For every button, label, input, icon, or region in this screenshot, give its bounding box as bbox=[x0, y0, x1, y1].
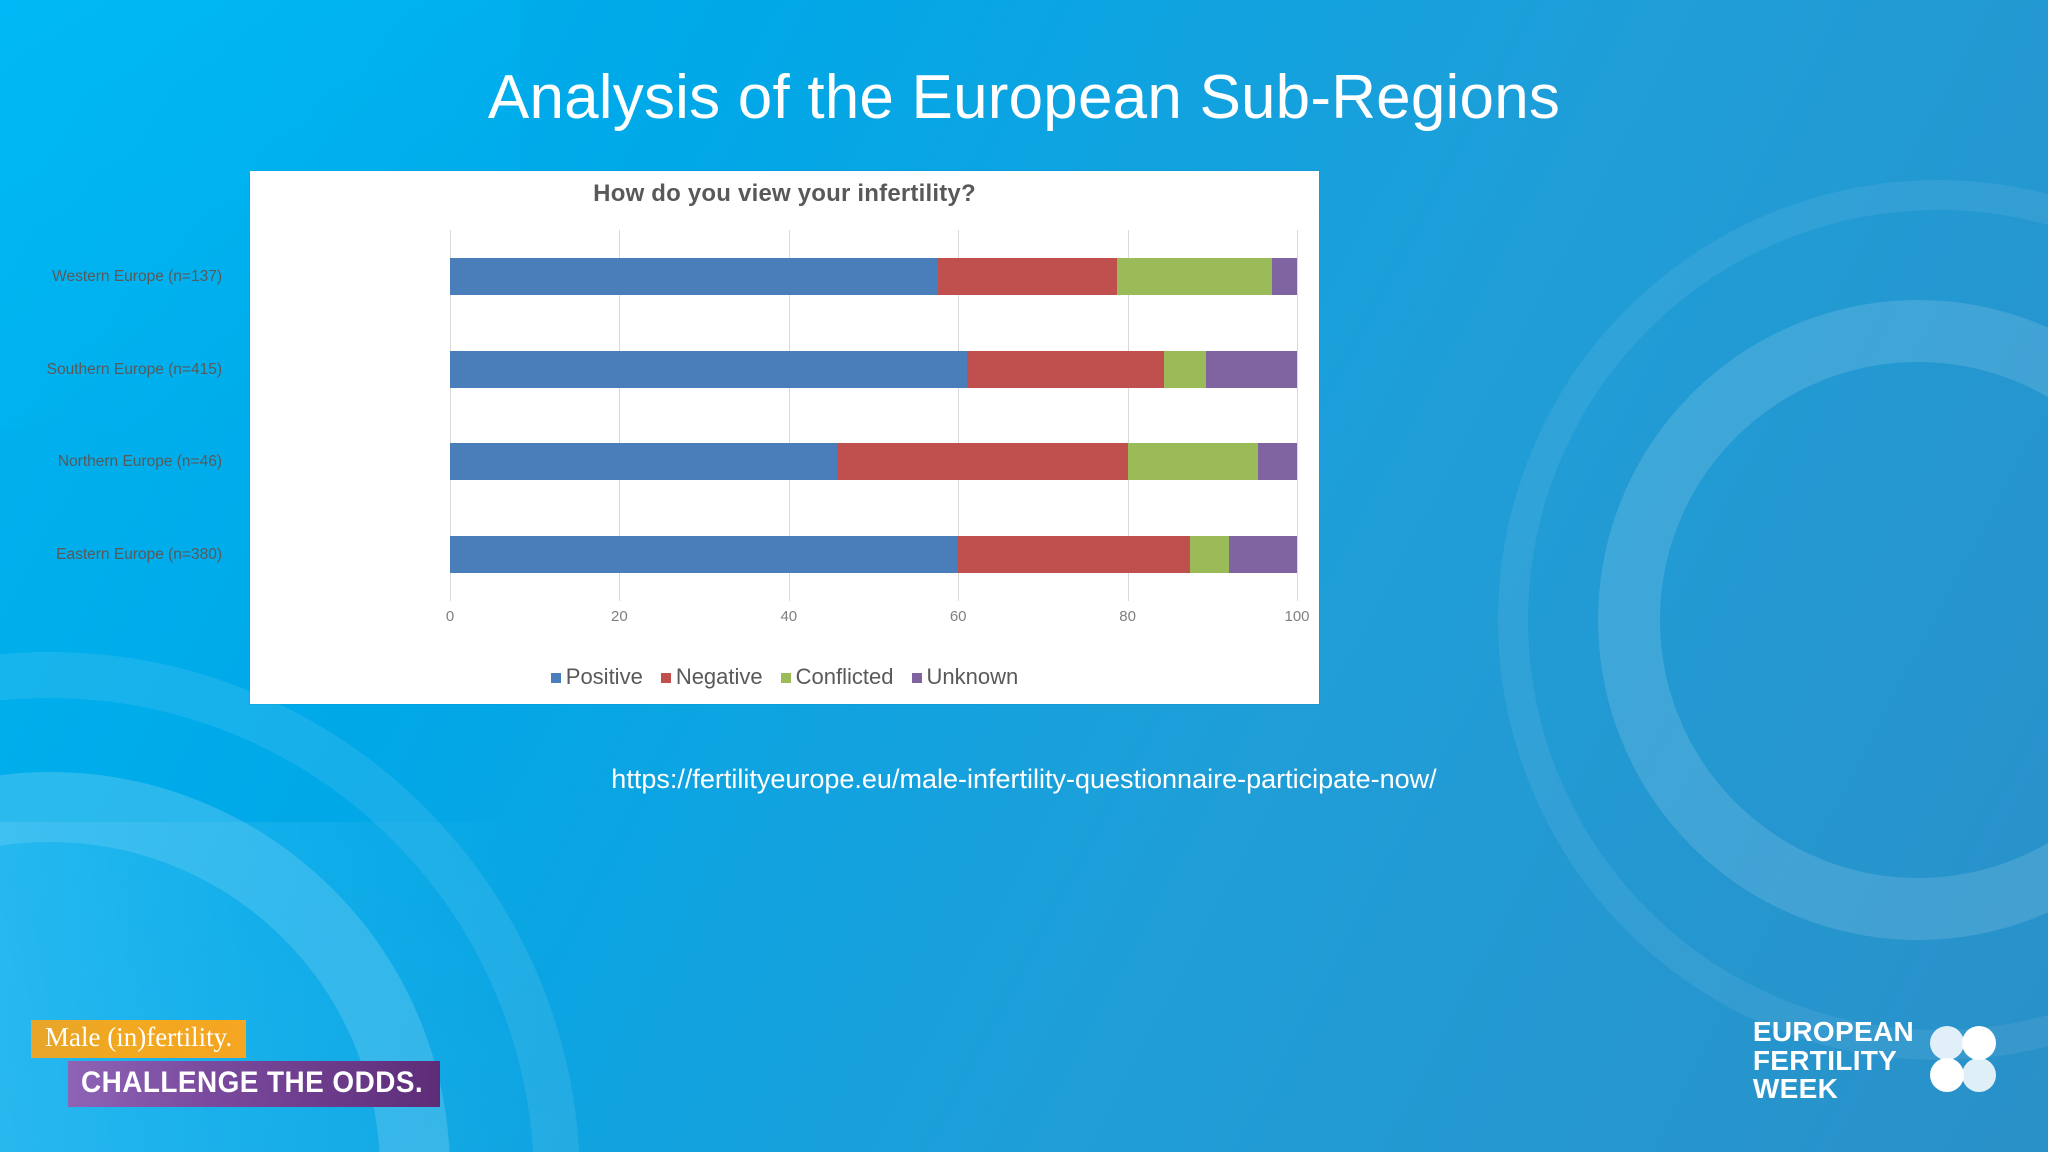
chart-bar-segment-unknown bbox=[1271, 257, 1297, 295]
chart-bar-segment-negative bbox=[966, 350, 1164, 388]
legend-label: Positive bbox=[565, 664, 643, 689]
chart-x-axis-ticks: 0 20 40 60 80 100 bbox=[446, 608, 1310, 632]
chart-bar-segment-conflicted bbox=[1116, 257, 1272, 295]
campaign-logo: Male (in)fertility. CHALLENGE THE ODDS. bbox=[31, 1020, 440, 1116]
chart-container: How do you view your infertility? Wester… bbox=[47, 171, 1319, 704]
chart-stacked-bar bbox=[450, 257, 1297, 295]
source-url-text[interactable]: https://fertilityeurope.eu/male-infertil… bbox=[611, 764, 1437, 794]
chart-bar-row: Eastern Europe (n=380) bbox=[56, 536, 1297, 574]
legend-swatch-icon bbox=[911, 673, 922, 683]
campaign-logo-line2: CHALLENGE THE ODDS. bbox=[68, 1061, 440, 1107]
gridline bbox=[1127, 230, 1129, 601]
chart-stacked-bar bbox=[450, 443, 1297, 481]
chart-x-tick-label: 40 bbox=[780, 608, 798, 625]
chart-bar-segment-unknown bbox=[1229, 536, 1297, 574]
legend-label: Unknown bbox=[926, 664, 1019, 689]
efw-logo-line2: FERTILITY bbox=[1752, 1044, 1898, 1076]
chart-legend-item[interactable]: Positive bbox=[550, 664, 643, 690]
flower-petal-bottom-right bbox=[1962, 1058, 1996, 1092]
chart-legend-item[interactable]: Negative bbox=[660, 664, 763, 690]
chart-bar-segment-conflicted bbox=[1127, 443, 1259, 481]
chart-bar-segment-conflicted bbox=[1190, 536, 1230, 574]
decorative-ring-outer bbox=[1498, 180, 2048, 1060]
flower-petal-top-left bbox=[1930, 1026, 1964, 1060]
chart-stacked-bar bbox=[450, 350, 1297, 388]
european-fertility-week-logo: EUROPEAN FERTILITY WEEK bbox=[1753, 1018, 2002, 1104]
chart-stacked-bar bbox=[450, 536, 1297, 574]
chart-bar-segment-negative bbox=[837, 443, 1128, 481]
decorative-ring-inner bbox=[1598, 300, 2048, 940]
chart-category-label: Eastern Europe (n=380) bbox=[56, 546, 222, 564]
chart-bar-row: Southern Europe (n=415) bbox=[47, 350, 1297, 388]
chart-bar-row: Northern Europe (n=46) bbox=[58, 443, 1297, 481]
chart-bar-segment-unknown bbox=[1258, 443, 1297, 481]
gridline bbox=[958, 230, 960, 601]
chart-title: How do you view your infertility? bbox=[593, 180, 976, 207]
chart-bar-segment-negative bbox=[958, 536, 1191, 574]
gridline bbox=[1297, 230, 1298, 601]
efw-logo-line3: WEEK bbox=[1752, 1073, 1839, 1105]
chart-category-label: Western Europe (n=137) bbox=[52, 267, 222, 285]
chart-x-tick-label: 20 bbox=[611, 608, 628, 625]
legend-swatch-icon bbox=[660, 673, 671, 683]
legend-label: Negative bbox=[675, 664, 763, 689]
chart-legend: Positive Negative Conflicted Unknown bbox=[250, 664, 1319, 690]
chart-bar-segment-negative bbox=[937, 257, 1117, 295]
gridline bbox=[788, 230, 790, 601]
legend-swatch-icon bbox=[780, 673, 791, 683]
flower-petal-bottom-left bbox=[1930, 1058, 1964, 1092]
efw-logo-line1: EUROPEAN bbox=[1752, 1016, 1914, 1048]
chart-bar-segment-positive bbox=[450, 536, 959, 574]
chart-category-label: Northern Europe (n=46) bbox=[57, 453, 222, 471]
chart-x-tick-label: 0 bbox=[445, 608, 455, 625]
chart-legend-item[interactable]: Unknown bbox=[911, 664, 1019, 690]
chart-plot-wrapper: Western Europe (n=137) Southern Europe (n… bbox=[47, 223, 1319, 655]
four-circle-flower-icon bbox=[1928, 1024, 2002, 1098]
efw-logo-text: EUROPEAN FERTILITY WEEK bbox=[1753, 1018, 1914, 1104]
gridline bbox=[619, 230, 621, 601]
chart-category-label: Southern Europe (n=415) bbox=[46, 360, 222, 378]
chart-bar-segment-positive bbox=[450, 257, 938, 295]
chart-x-tick-label: 100 bbox=[1284, 608, 1310, 625]
campaign-logo-line1: Male (in)fertility. bbox=[31, 1020, 247, 1058]
chart-bar-segment-conflicted bbox=[1164, 350, 1207, 388]
chart-bar-segment-positive bbox=[450, 443, 838, 481]
chart-bar-segment-unknown bbox=[1206, 350, 1297, 388]
chart-bar-segment-positive bbox=[450, 350, 967, 388]
chart-bar-row: Western Europe (n=137) bbox=[52, 257, 1297, 295]
chart-bars-area: Western Europe (n=137) Southern Europe (n… bbox=[47, 230, 1297, 601]
flower-petal-top-right bbox=[1962, 1026, 1996, 1060]
legend-swatch-icon bbox=[550, 673, 561, 683]
chart-legend-item[interactable]: Conflicted bbox=[780, 664, 894, 690]
legend-label: Conflicted bbox=[795, 664, 894, 689]
page-title: Analysis of the European Sub-Regions bbox=[487, 63, 1561, 132]
chart-x-tick-label: 80 bbox=[1119, 608, 1136, 625]
chart-x-tick-label: 60 bbox=[949, 608, 967, 625]
